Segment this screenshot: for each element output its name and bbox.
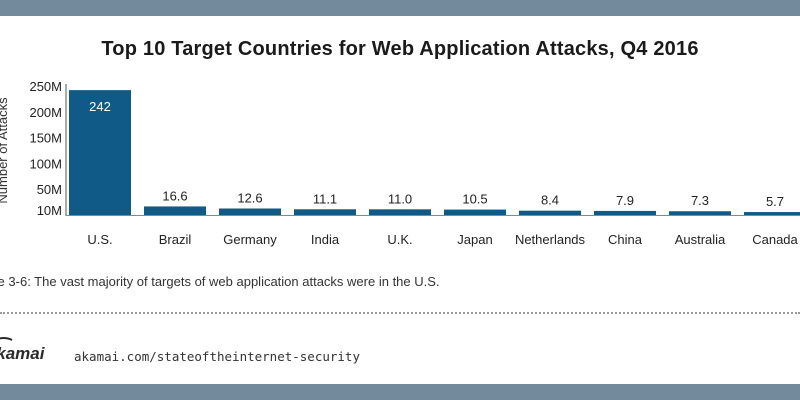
bar-chart: Number of Attacks 10M 50M 100M 150M 200M 250M 2…	[0, 79, 800, 247]
category-label: U.K.	[387, 232, 412, 247]
y-axis-label: Number of Attacks	[0, 97, 10, 204]
category-label: India	[311, 232, 340, 247]
y-tick-label: 100M	[29, 156, 62, 171]
bar	[294, 209, 356, 215]
bar	[144, 206, 206, 215]
category-label: Brazil	[159, 232, 192, 247]
y-tick-label: 150M	[29, 131, 62, 146]
chart-title: Top 10 Target Countries for Web Applicat…	[101, 38, 699, 60]
bar	[369, 209, 431, 215]
category-label: Australia	[675, 232, 726, 247]
data-label: 5.7	[766, 194, 784, 209]
y-tick-label: 250M	[29, 79, 62, 94]
data-label: 12.6	[237, 190, 262, 205]
bar	[219, 208, 281, 215]
y-tick-label: 10M	[37, 203, 62, 218]
data-label: 242	[89, 99, 111, 114]
bar	[444, 209, 506, 215]
category-label: Japan	[457, 232, 492, 247]
data-label: 10.5	[462, 192, 487, 207]
data-label: 8.4	[541, 193, 559, 208]
category-label: Netherlands	[515, 232, 586, 247]
category-label: Canada	[752, 232, 798, 247]
category-label: U.S.	[87, 232, 112, 247]
divider	[0, 312, 800, 314]
figure-card: Top 10 Target Countries for Web Applicat…	[0, 16, 800, 384]
bar	[744, 212, 800, 215]
bar	[669, 211, 731, 215]
data-label: 11.0	[388, 191, 412, 206]
data-label: 16.6	[162, 188, 187, 203]
akamai-logo: Akamai	[0, 337, 45, 364]
bar	[519, 210, 581, 215]
category-label: Germany	[223, 232, 277, 247]
y-tick-label: 50M	[37, 182, 62, 197]
footer-url[interactable]: akamai.com/stateoftheinternet-security	[74, 349, 360, 364]
akamai-swoosh-icon	[0, 337, 13, 341]
figure-caption: ure 3-6: The vast majority of targets of…	[0, 274, 440, 289]
data-label: 7.9	[616, 193, 634, 208]
y-tick-label: 200M	[29, 105, 62, 120]
data-label: 11.1	[313, 191, 337, 206]
bar	[594, 210, 656, 215]
akamai-logo-text: Akamai	[0, 344, 45, 363]
data-label: 7.3	[691, 193, 709, 208]
bar	[69, 90, 131, 215]
category-label: China	[608, 232, 643, 247]
